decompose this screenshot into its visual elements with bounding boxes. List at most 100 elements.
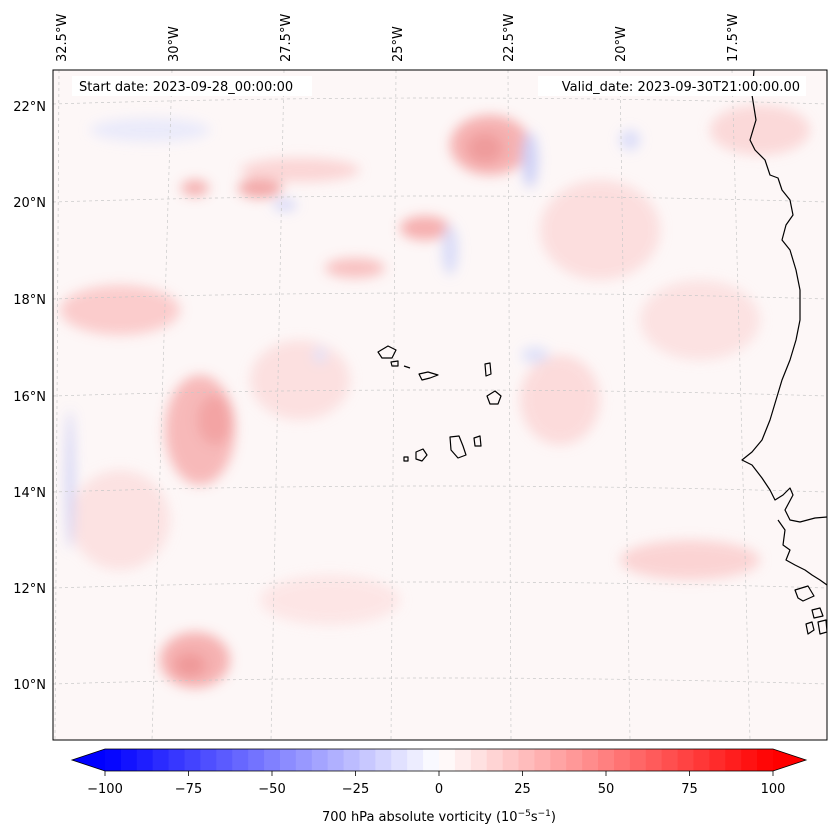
lat-label: 18°N (13, 293, 46, 308)
parallel-line (53, 195, 827, 203)
longitude-labels: 32.5°W 30°W 27.5°W 25°W 22.5°W 20°W 17.5… (55, 14, 741, 62)
cape-verde-santa-luzia (403, 365, 411, 369)
coast-detail (777, 519, 827, 586)
colorbar-tick-label: 75 (681, 782, 698, 797)
colorbar-cell (152, 749, 170, 771)
colorbar-cell (136, 749, 154, 771)
colorbar-extend-high (773, 749, 806, 771)
colorbar-tick-label: 50 (598, 782, 615, 797)
colorbar-cell (295, 749, 313, 771)
colorbar-cell (423, 749, 440, 771)
cape-verde-fogo (415, 448, 428, 462)
cape-verde-sao-nicolau (418, 371, 439, 381)
colorbar-cell (709, 749, 726, 771)
cape-verde-boa-vista (486, 390, 502, 405)
map-frame (52, 69, 828, 741)
colorbar-cell (757, 749, 774, 771)
colorbar-cell (677, 749, 695, 771)
colorbar-tick-label: 100 (761, 782, 786, 797)
colorbar-cell (359, 749, 376, 771)
meridian-line (619, 70, 631, 740)
cape-verde-sao-vicente (390, 360, 399, 367)
cape-verde-santiago (449, 435, 467, 459)
colorbar-cell (232, 749, 249, 771)
colorbar-cell (407, 749, 424, 771)
parallel-line (53, 485, 827, 493)
vorticity-field (60, 105, 810, 688)
graticule (53, 70, 827, 740)
colorbar-cell (120, 749, 138, 771)
meridian-line (54, 70, 60, 740)
valid-date-box (538, 76, 806, 96)
colorbar-cells (105, 749, 774, 771)
lat-label: 20°N (13, 196, 46, 211)
colorbar-cell (629, 749, 647, 771)
colorbar-cell (105, 749, 122, 771)
coast-detail (817, 619, 827, 635)
colorbar-tick-label: 25 (514, 782, 531, 797)
colorbar-cell (598, 749, 615, 771)
lon-label: 22.5°W (502, 14, 517, 62)
lat-label: 14°N (13, 486, 46, 501)
colorbar-cell (534, 749, 551, 771)
lon-label: 27.5°W (279, 14, 294, 62)
colorbar-label: 700 hPa absolute vorticity (10−5s−1) (322, 809, 556, 825)
cape-verde-maio (473, 435, 482, 447)
coast-detail (811, 607, 824, 619)
colorbar-cell (725, 749, 742, 771)
coastline (377, 70, 827, 635)
colorbar-label-end: ) (551, 810, 556, 825)
colorbar-tick-label: −100 (87, 782, 123, 797)
cape-verde-santo-antao (377, 345, 397, 359)
colorbar-cell (248, 749, 265, 771)
colorbar-label-exp: −5 (518, 809, 531, 819)
colorbar-cell (216, 749, 233, 771)
parallel-line (53, 677, 827, 685)
cape-verde-sal (484, 362, 492, 377)
colorbar-cell (661, 749, 679, 771)
colorbar-cell (375, 749, 392, 771)
latitude-labels: 22°N 20°N 18°N 16°N 14°N 12°N 10°N (13, 100, 46, 693)
lon-label: 25°W (391, 26, 406, 62)
lat-label: 22°N (13, 100, 46, 115)
colorbar-tick-label: −50 (258, 782, 285, 797)
colorbar-label-text: 700 hPa absolute vorticity (10 (322, 810, 518, 825)
lon-label: 32.5°W (55, 14, 70, 62)
meridian-line (151, 70, 173, 740)
colorbar-cell (550, 749, 567, 771)
lon-label: 17.5°W (726, 14, 741, 62)
colorbar-cell (566, 749, 583, 771)
colorbar-cell (311, 749, 329, 771)
lon-label: 20°W (614, 26, 629, 62)
colorbar-tick-label: −75 (175, 782, 202, 797)
map-panel (52, 69, 828, 741)
colorbar-cell (391, 749, 408, 771)
colorbar-cell (343, 749, 361, 771)
lon-label: 30°W (167, 26, 182, 62)
colorbar-tick-label: −25 (342, 782, 369, 797)
valid-date-label: Valid_date: 2023-09-30T21:00:00.00 (562, 80, 800, 95)
colorbar-cell (502, 749, 520, 771)
colorbar-cell (645, 749, 663, 771)
meridian-line (390, 70, 397, 740)
meridian-line (507, 70, 512, 740)
colorbar-cell (613, 749, 631, 771)
colorbar: −100 −75 −50 −25 0 25 50 75 100 700 hPa … (70, 748, 808, 825)
coast-detail (794, 585, 815, 602)
africa-coastline (741, 70, 827, 523)
colorbar-cell (279, 749, 297, 771)
start-date-label: Start date: 2023-09-28_00:00:00 (79, 80, 293, 95)
colorbar-cell (693, 749, 710, 771)
colorbar-label-exp: −1 (538, 809, 551, 819)
parallel-line (53, 97, 827, 105)
lat-label: 10°N (13, 678, 46, 693)
parallel-line (53, 292, 827, 300)
parallel-line (53, 581, 827, 589)
lat-label: 12°N (13, 582, 46, 597)
colorbar-cell (518, 749, 536, 771)
colorbar-tick-label: 0 (435, 782, 443, 797)
colorbar-ticks (104, 771, 774, 776)
colorbar-cell (327, 749, 345, 771)
colorbar-cell (184, 749, 202, 771)
meridian-line (270, 70, 285, 740)
